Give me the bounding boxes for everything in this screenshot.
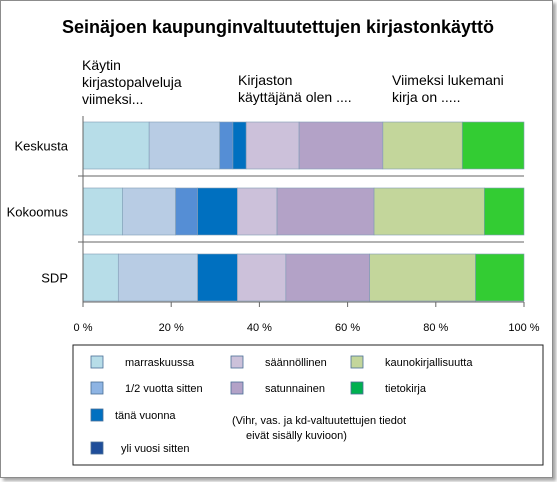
legend-label-8: yli vuosi sitten	[121, 443, 189, 455]
bar-segment-kokoomus-7	[373, 187, 485, 236]
chart-title: Seinäjoen kaupunginvaltuutettujen kirjas…	[62, 17, 494, 37]
legend-label-1: marraskuussa	[125, 357, 195, 369]
category-label-sdp: SDP	[41, 271, 68, 286]
bar-segment-sdp-4	[197, 253, 238, 302]
bar-segment-sdp-8	[475, 253, 525, 302]
bar-segment-kokoomus-3	[175, 187, 198, 236]
legend-note-line-2: eivät sisälly kuvioon)	[246, 430, 347, 442]
bar-segment-keskusta-5	[245, 121, 300, 170]
bar-segment-kokoomus-8	[484, 187, 525, 236]
legend-label-7: tänä vuonna	[115, 410, 176, 422]
legend-box	[72, 344, 544, 466]
bar-segment-sdp-6	[285, 253, 370, 302]
category-labels: Keskusta Kokoomus SDP	[7, 139, 69, 286]
bar-segment-kokoomus-5	[237, 187, 278, 236]
x-tick-label-1: 20 %	[159, 322, 184, 334]
group-header-2-line-2: käyttäjänä olen ....	[238, 89, 352, 105]
bars-layer	[78, 121, 525, 302]
legend-note-line-1: (Vihr, vas. ja kd-valtuutettujen tiedot	[232, 415, 406, 427]
bar-segment-keskusta-3	[219, 121, 234, 170]
legend-swatch-7	[90, 408, 104, 422]
legend: marraskuussa säännöllinen kaunokirjallisuu…	[72, 344, 544, 466]
x-axis: 0 % 20 % 40 % 60 % 80 % 100 %	[74, 116, 540, 334]
legend-swatch-3	[350, 355, 364, 369]
x-tick-label-5: 100 %	[508, 322, 539, 334]
x-tick-label-2: 40 %	[247, 322, 272, 334]
legend-swatch-5	[230, 381, 244, 395]
x-tick-label-4: 80 %	[423, 322, 448, 334]
legend-label-4: 1/2 vuotta sitten	[125, 383, 203, 395]
legend-label-6: tietokirja	[385, 383, 427, 395]
legend-swatch-1	[90, 355, 104, 369]
group-header-3-line-1: Viimeksi lukemani	[392, 72, 504, 88]
bar-segment-keskusta-8	[461, 121, 525, 170]
category-label-keskusta: Keskusta	[15, 139, 69, 154]
bar-segment-keskusta-2	[148, 121, 221, 170]
legend-swatch-2	[230, 355, 244, 369]
bar-segment-kokoomus-1	[82, 187, 123, 236]
x-tick-label-0: 0 %	[74, 322, 93, 334]
bar-segment-keskusta-4	[232, 121, 247, 170]
group-header-1-line-2: kirjastopalveluja	[82, 74, 182, 90]
bar-segment-kokoomus-2	[122, 187, 176, 236]
legend-swatch-6	[350, 381, 364, 395]
bar-segment-kokoomus-6	[276, 187, 375, 236]
x-tick-label-3: 60 %	[335, 322, 360, 334]
bar-segment-keskusta-6	[298, 121, 384, 170]
legend-label-3: kaunokirjallisuutta	[385, 357, 473, 369]
category-label-kokoomus: Kokoomus	[7, 205, 69, 220]
legend-swatch-4	[90, 381, 104, 395]
bar-segment-sdp-1	[82, 253, 119, 302]
group-header-1-line-1: Käytin	[82, 57, 121, 73]
bar-segment-keskusta-7	[382, 121, 463, 170]
group-header-2-line-1: Kirjaston	[238, 72, 292, 88]
group-header-1-line-3: viimeksi...	[82, 91, 143, 107]
bar-segment-sdp-5	[237, 253, 287, 302]
bar-segment-sdp-7	[369, 253, 476, 302]
group-header-3-line-2: kirja on .....	[392, 89, 460, 105]
legend-label-5: satunnainen	[265, 383, 325, 395]
bar-segment-keskusta-1	[82, 121, 150, 170]
legend-swatch-8	[90, 441, 104, 455]
bar-segment-kokoomus-4	[197, 187, 238, 236]
bar-segment-sdp-2	[117, 253, 198, 302]
legend-label-2: säännöllinen	[265, 357, 327, 369]
